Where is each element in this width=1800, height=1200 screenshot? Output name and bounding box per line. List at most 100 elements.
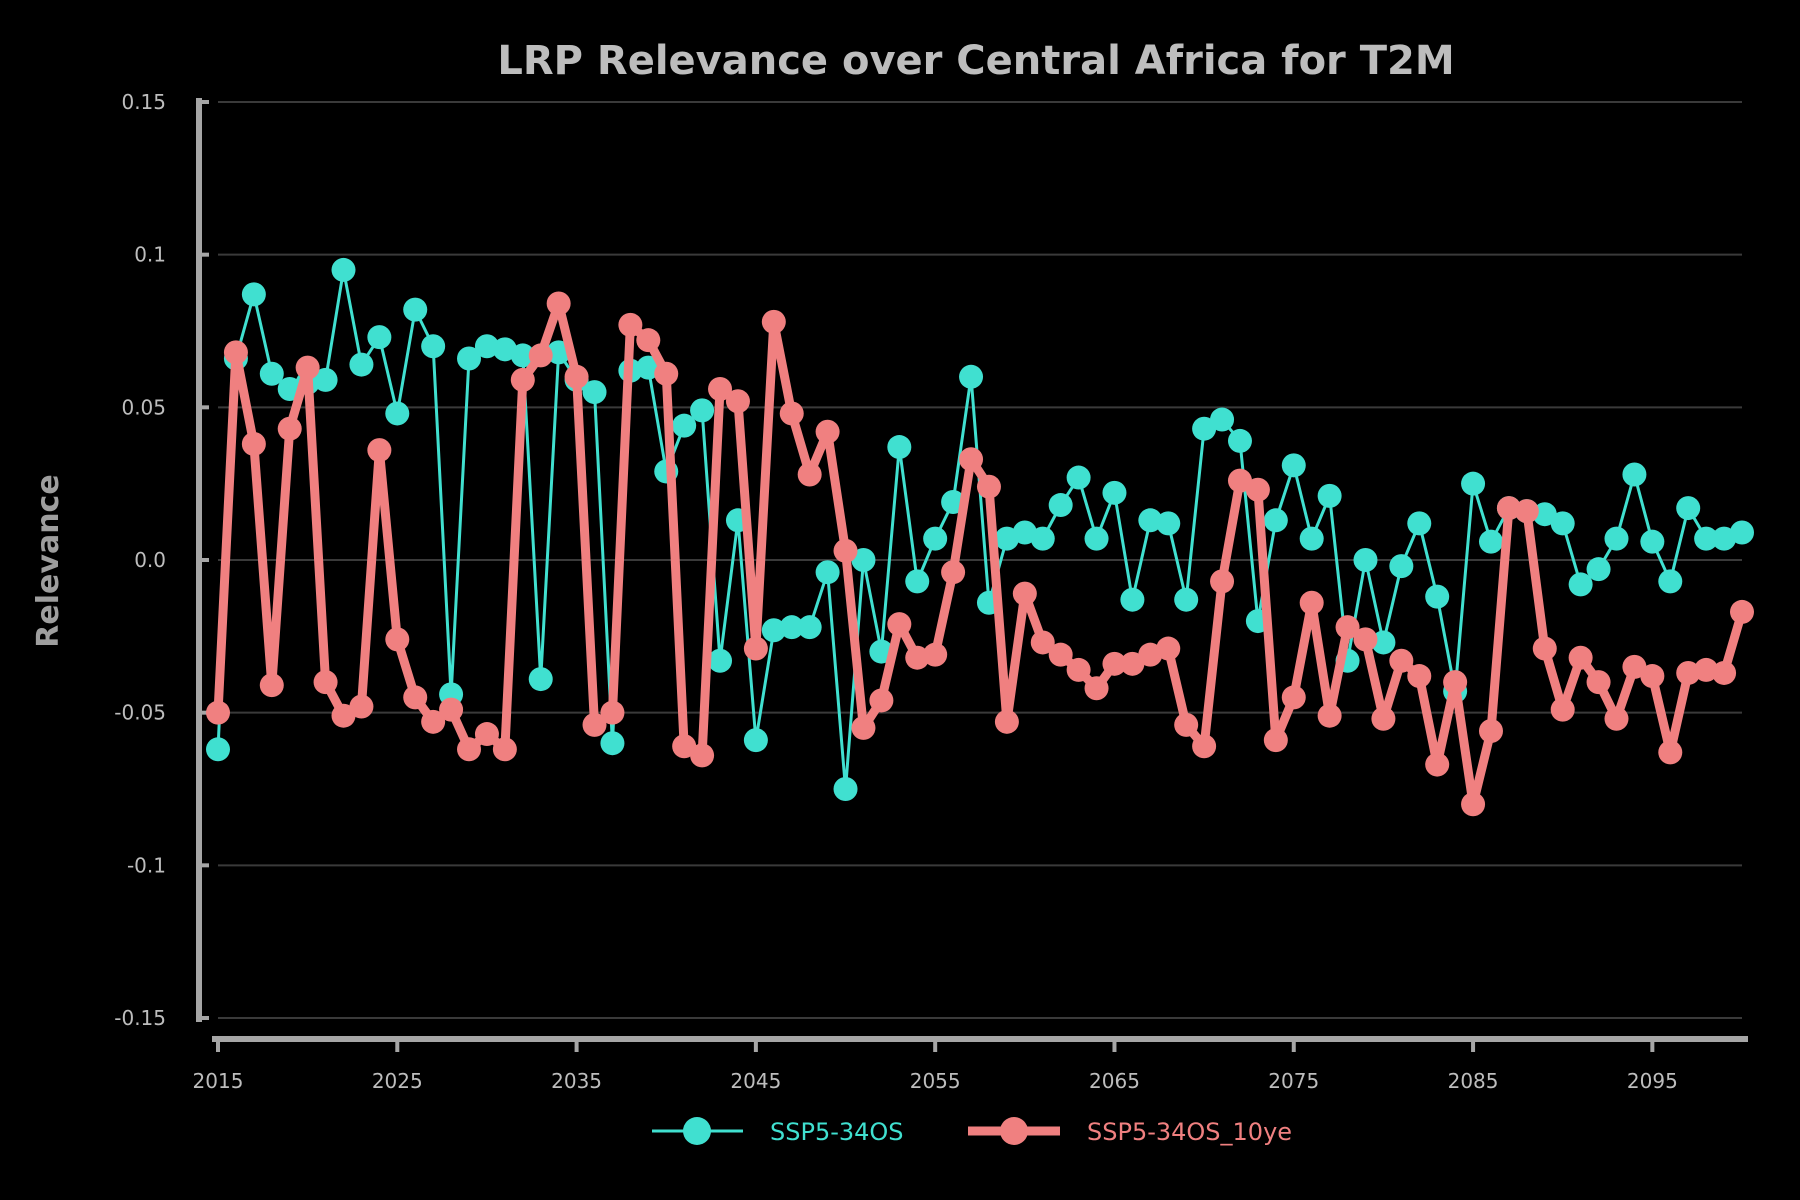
legend-item-1: SSP5-34OS <box>652 1117 904 1146</box>
data-point <box>743 636 768 661</box>
series-2 <box>206 291 1754 817</box>
x-tick-label: 2085 <box>1448 1069 1499 1093</box>
data-point <box>959 447 984 472</box>
data-point <box>474 334 499 359</box>
data-point <box>1210 569 1235 594</box>
data-point <box>1425 752 1450 777</box>
data-point <box>743 728 768 753</box>
x-tick-label: 2055 <box>910 1069 961 1093</box>
data-point <box>761 309 786 334</box>
legend-marker <box>683 1117 711 1145</box>
data-point <box>582 380 607 405</box>
data-point <box>708 377 733 402</box>
data-point <box>1461 471 1486 496</box>
data-point <box>1586 670 1611 695</box>
data-point <box>492 737 517 762</box>
axes <box>196 98 1748 1042</box>
data-point <box>1694 657 1719 682</box>
data-point <box>1730 520 1754 545</box>
x-tick-label: 2045 <box>730 1069 781 1093</box>
data-point <box>708 648 733 673</box>
data-point <box>367 438 392 463</box>
data-point <box>994 709 1019 734</box>
x-tick-label: 2065 <box>1089 1069 1140 1093</box>
data-point <box>600 700 625 725</box>
data-point <box>331 703 356 728</box>
y-tick-label: 0.05 <box>121 395 166 419</box>
legend-item-2: SSP5-34OS_10ye <box>968 1117 1292 1146</box>
data-point <box>851 715 876 740</box>
data-point <box>206 737 230 762</box>
data-point <box>457 737 482 762</box>
data-point <box>1389 648 1414 673</box>
data-point <box>1730 599 1754 624</box>
data-point <box>923 642 948 667</box>
data-point <box>1586 557 1611 582</box>
data-point <box>259 673 284 698</box>
data-point <box>1640 529 1665 554</box>
data-point <box>761 618 786 643</box>
data-point <box>582 712 607 737</box>
data-point <box>1227 428 1252 453</box>
data-point <box>223 340 248 365</box>
data-point <box>815 560 840 585</box>
data-point <box>1174 712 1199 737</box>
data-point <box>1102 651 1127 676</box>
data-point <box>1694 526 1719 551</box>
data-point <box>1568 572 1593 597</box>
data-point <box>1299 526 1324 551</box>
data-point <box>1353 548 1378 572</box>
data-point <box>1317 483 1342 508</box>
x-ticks: 2015 2025 2035 2045 2055 2065 2075 2085 2095 <box>193 1039 1678 1093</box>
data-point <box>959 364 984 389</box>
data-point <box>403 685 428 710</box>
data-point <box>1245 477 1270 502</box>
data-point <box>1550 511 1575 536</box>
x-tick-label: 2035 <box>551 1069 602 1093</box>
data-point <box>1156 636 1181 661</box>
data-point <box>510 343 535 368</box>
data-point <box>654 361 679 386</box>
data-point <box>1622 462 1647 487</box>
y-tick-label: 0.15 <box>121 90 166 114</box>
data-point <box>313 367 338 392</box>
data-point <box>600 731 625 756</box>
legend-marker <box>1000 1117 1028 1145</box>
data-point <box>851 548 876 572</box>
data-point <box>1299 590 1324 615</box>
data-point <box>1371 630 1396 655</box>
data-point <box>1604 526 1629 551</box>
data-point <box>1048 642 1073 667</box>
data-point <box>206 700 230 725</box>
data-point <box>1227 468 1252 493</box>
data-point <box>295 355 320 380</box>
data-point <box>1407 511 1432 536</box>
data-point <box>564 364 589 389</box>
data-point <box>1532 502 1557 527</box>
data-point <box>1568 645 1593 670</box>
data-point <box>1084 676 1109 701</box>
data-point <box>1550 697 1575 722</box>
x-tick-label: 2075 <box>1268 1069 1319 1093</box>
data-point <box>887 612 912 637</box>
data-point <box>1371 706 1396 731</box>
x-tick-label: 2015 <box>193 1069 244 1093</box>
data-point <box>779 615 804 640</box>
x-tick-label: 2025 <box>372 1069 423 1093</box>
data-point <box>887 435 912 460</box>
data-point <box>313 670 338 695</box>
data-point <box>797 462 822 487</box>
data-point <box>1120 651 1145 676</box>
data-point <box>672 734 697 759</box>
data-point <box>1102 480 1127 505</box>
y-axis-label: Relevance <box>31 474 66 647</box>
data-point <box>1676 660 1701 685</box>
y-tick-label: -0.1 <box>127 853 166 877</box>
data-point <box>1353 627 1378 652</box>
y-tick-label: -0.15 <box>114 1006 166 1030</box>
data-point <box>385 627 410 652</box>
data-point <box>403 297 428 322</box>
data-point <box>725 389 750 414</box>
data-point <box>618 312 643 337</box>
